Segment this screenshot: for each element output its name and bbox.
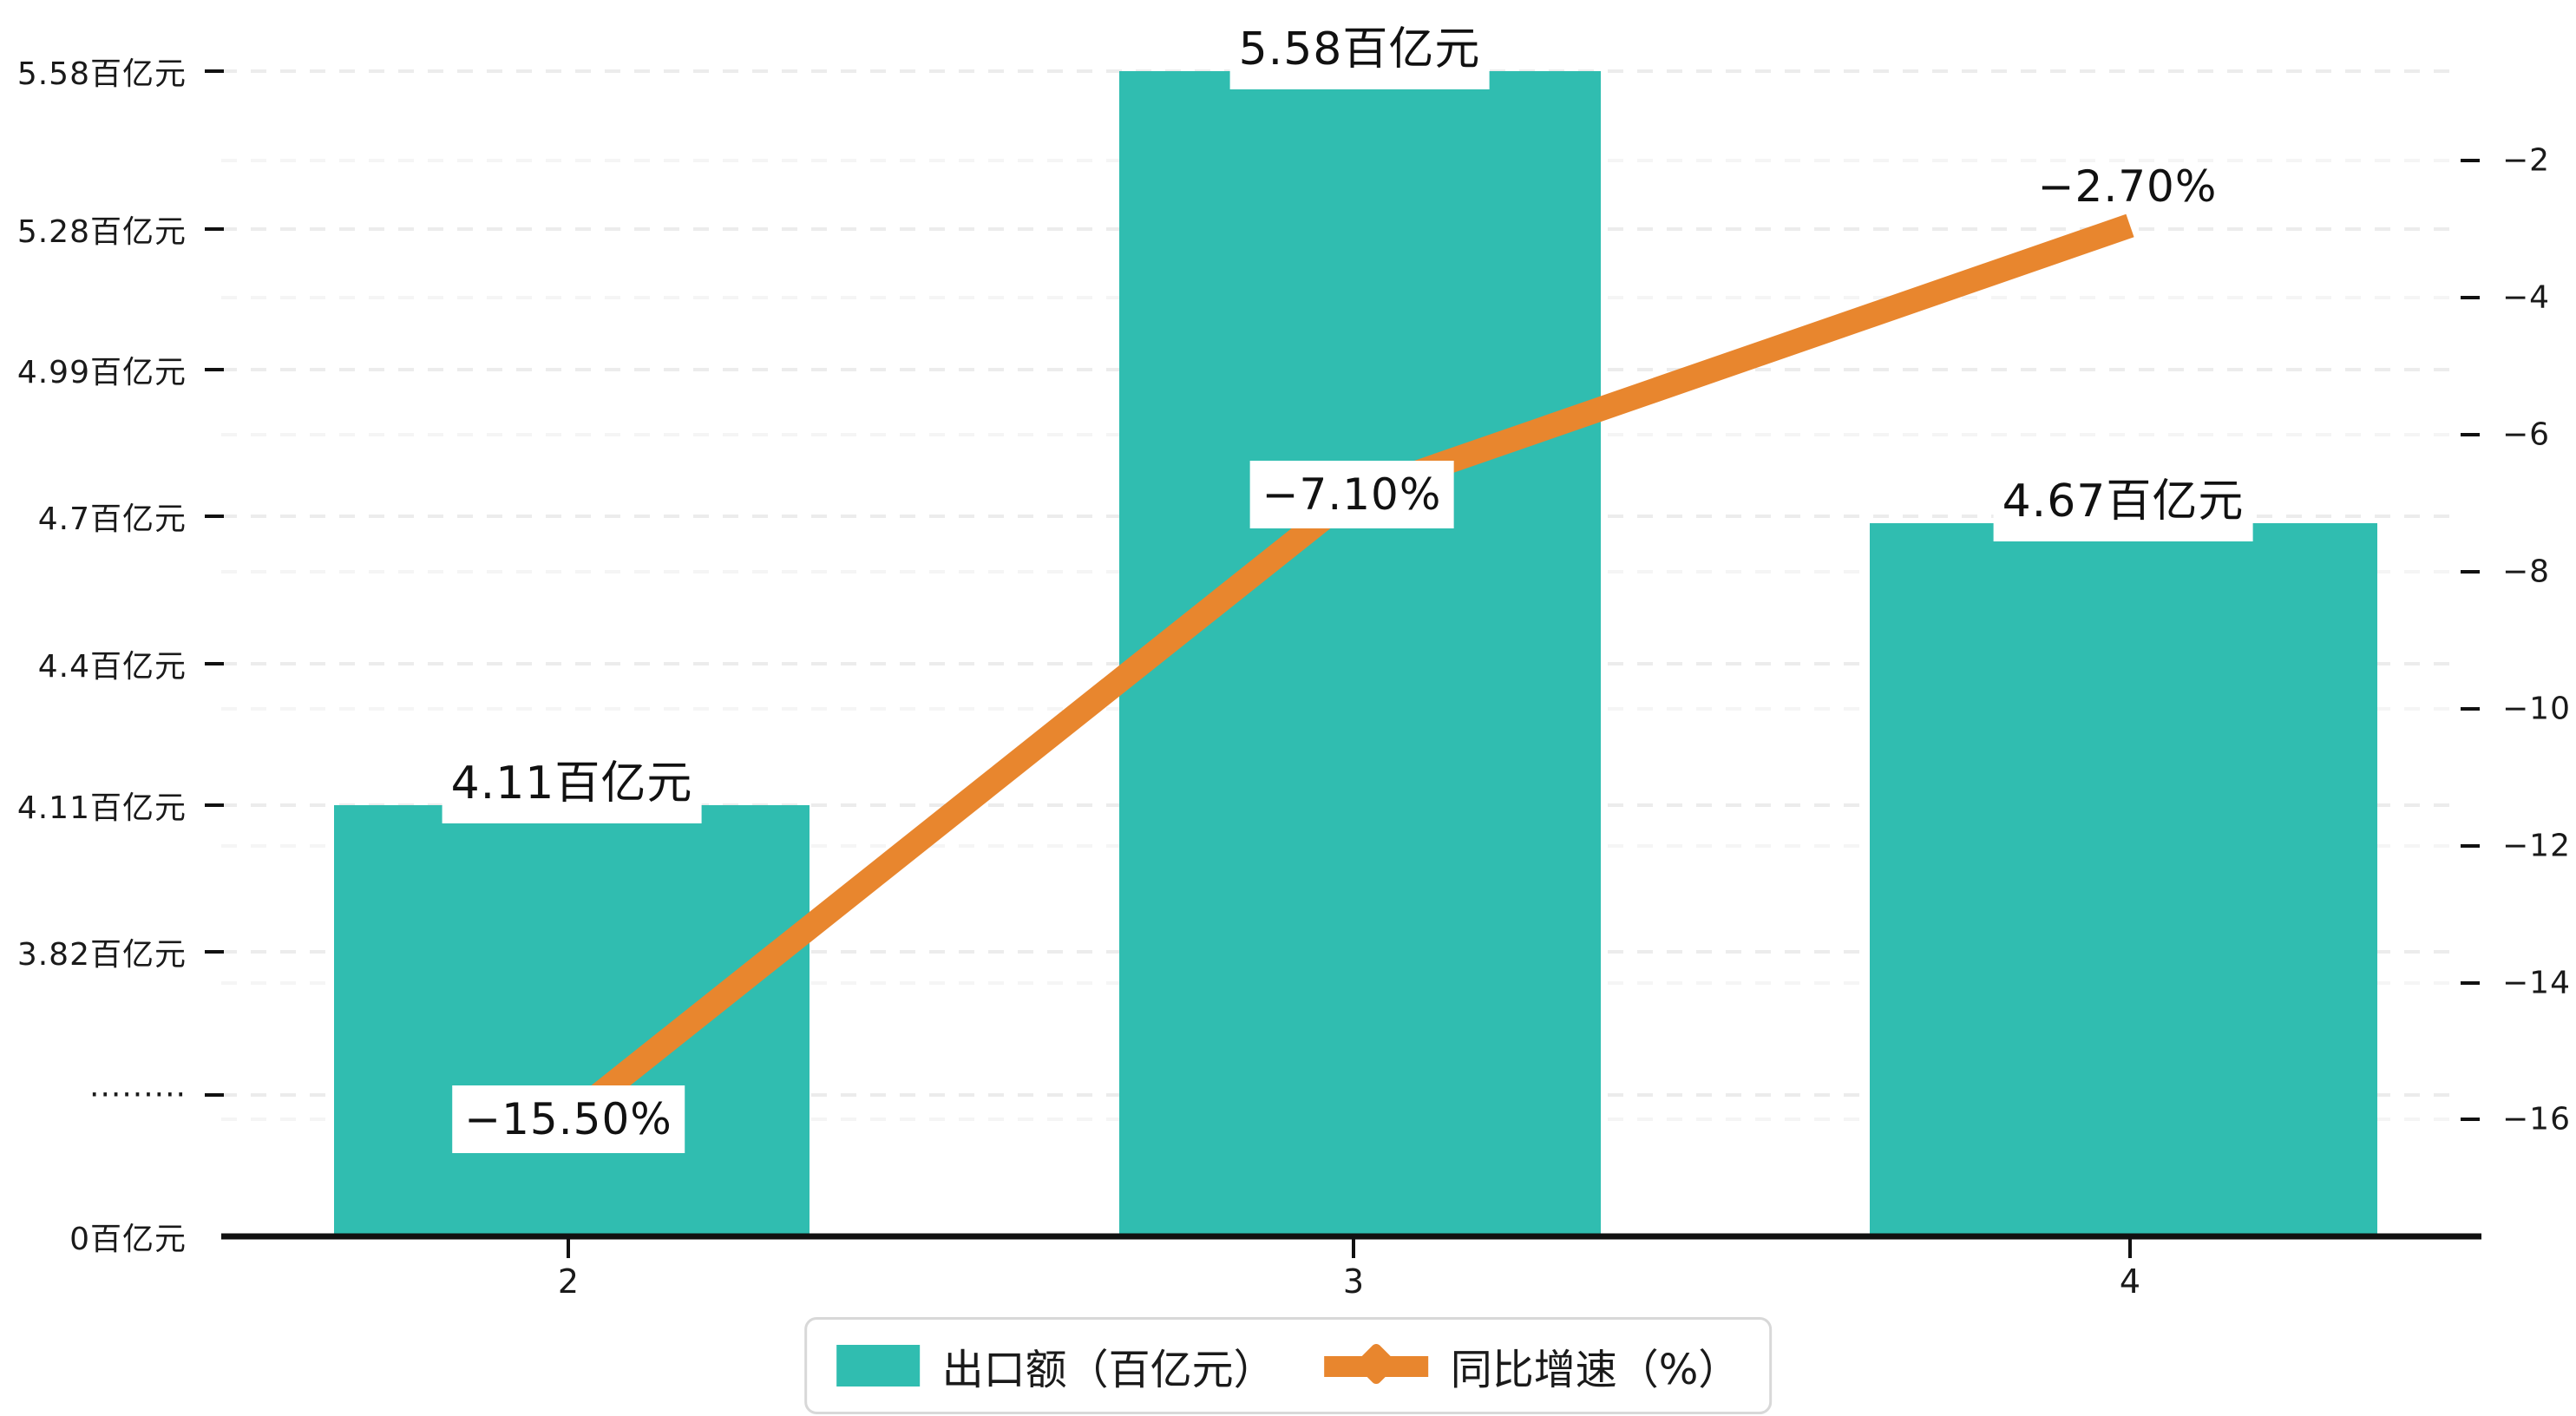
legend-square-icon: [836, 1345, 920, 1386]
bar-3[interactable]: [1119, 71, 1601, 1236]
y-axis-right-tick-label: −16: [2502, 1101, 2571, 1137]
chart-legend: 出口额（百亿元） 同比增速（%）: [803, 1317, 1773, 1414]
line-value-label: −7.10%: [1249, 461, 1454, 528]
legend-label: 同比增速（%）: [1450, 1346, 1740, 1394]
bar-4[interactable]: [1870, 523, 2377, 1236]
legend-item-line-series[interactable]: 同比增速（%）: [1323, 1335, 1740, 1396]
x-axis-tick-label: 4: [2119, 1262, 2141, 1301]
right-axis-ticks: [2461, 159, 2480, 1121]
legend-label: 出口额（百亿元）: [941, 1346, 1275, 1394]
x-axis-ticks: [567, 1236, 2132, 1258]
y-axis-right-tick-label: −12: [2502, 828, 2571, 864]
line-value-label: −2.70%: [2037, 161, 2218, 212]
bar-value-label: 4.67百亿元: [1993, 461, 2253, 541]
y-axis-left-tick-label: 4.99百亿元: [16, 355, 187, 390]
y-axis-left-tick-label: 0百亿元: [69, 1222, 187, 1257]
y-axis-left-tick-label: 5.58百亿元: [16, 56, 187, 92]
y-axis-left-tick-label: 5.28百亿元: [16, 214, 187, 250]
y-axis-left-tick-label: 4.4百亿元: [37, 649, 187, 685]
bar-series: [334, 71, 2377, 1236]
y-axis-right-tick-label: −8: [2502, 554, 2551, 590]
y-axis-right-tick-label: −2: [2502, 142, 2551, 179]
line-value-label: −15.50%: [452, 1085, 685, 1153]
y-axis-left-tick-label: 4.11百亿元: [16, 790, 187, 826]
y-axis-left-tick-label: 3.82百亿元: [16, 937, 187, 973]
y-axis-left-tick-label: ·········: [89, 1077, 187, 1113]
x-axis-tick-label: 3: [1342, 1262, 1365, 1301]
bar-value-label: 5.58百亿元: [1229, 9, 1490, 89]
y-axis-left-tick-label: 4.7百亿元: [37, 502, 187, 537]
y-axis-right-tick-label: −10: [2502, 691, 2571, 727]
legend-line-marker-icon: [1323, 1341, 1428, 1386]
bar-2[interactable]: [334, 805, 810, 1236]
legend-item-bar-series[interactable]: 出口额（百亿元）: [836, 1335, 1275, 1396]
x-axis-tick-label: 2: [557, 1262, 580, 1301]
y-axis-right-tick-label: −4: [2502, 279, 2551, 316]
legend-diamond-marker-icon: [1354, 1341, 1399, 1386]
y-axis-right-tick-label: −6: [2502, 416, 2551, 453]
left-axis-ticks: [205, 69, 224, 1097]
bar-value-label: 4.11百亿元: [442, 743, 702, 823]
y-axis-right-tick-label: −14: [2502, 965, 2571, 1001]
